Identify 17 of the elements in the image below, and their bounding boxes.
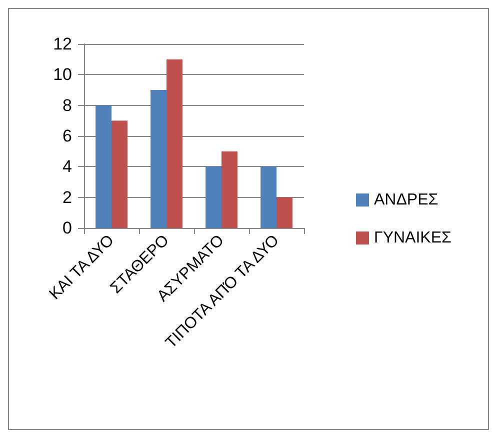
legend-label: ΓΥΝΑΙΚΕΣ: [374, 230, 452, 246]
bar: [222, 151, 238, 228]
bar: [206, 166, 222, 228]
bar: [166, 59, 182, 228]
y-tick-label: 6: [62, 126, 72, 146]
y-tick-label: 0: [62, 218, 72, 238]
y-tick-label: 8: [62, 96, 72, 115]
y-tick-label: 12: [53, 34, 72, 54]
y-tick-label: 2: [62, 188, 72, 207]
bar: [96, 105, 112, 228]
bar: [260, 166, 276, 228]
y-tick-label: 4: [62, 157, 72, 176]
y-tick-label: 10: [53, 65, 72, 84]
bar: [150, 90, 166, 228]
bar: [112, 120, 128, 228]
bar: [276, 197, 292, 228]
legend-label: ΑΝΔΡΕΣ: [374, 192, 438, 208]
